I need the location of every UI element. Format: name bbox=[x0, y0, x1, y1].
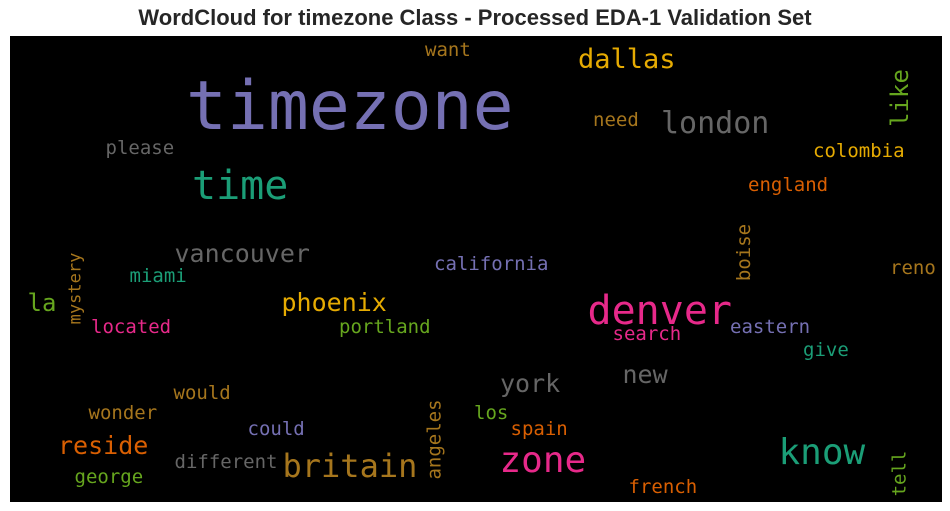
word-spain: spain bbox=[510, 417, 568, 440]
word-portland: portland bbox=[339, 315, 431, 338]
word-dallas: dallas bbox=[578, 43, 676, 75]
word-colombia: colombia bbox=[813, 139, 905, 162]
word-england: england bbox=[748, 173, 829, 196]
word-california: california bbox=[434, 252, 549, 275]
word-los: los bbox=[474, 401, 509, 424]
word-could: could bbox=[247, 417, 305, 440]
word-located: located bbox=[91, 315, 172, 338]
word-la: la bbox=[27, 289, 57, 317]
word-reno: reno bbox=[890, 256, 936, 279]
word-mystery: mystery bbox=[65, 252, 86, 324]
word-denver: denver bbox=[587, 288, 733, 334]
word-boise: boise bbox=[732, 223, 755, 281]
word-miami: miami bbox=[129, 264, 187, 287]
word-new: new bbox=[622, 359, 668, 389]
word-want: want bbox=[425, 38, 471, 61]
word-reside: reside bbox=[58, 430, 149, 460]
word-george: george bbox=[74, 465, 144, 488]
word-please: please bbox=[105, 136, 175, 159]
word-london: london bbox=[661, 106, 770, 141]
word-york: york bbox=[500, 368, 561, 398]
word-timezone: timezone bbox=[186, 67, 514, 146]
word-britain: britain bbox=[282, 447, 418, 485]
word-know: know bbox=[778, 432, 866, 473]
word-need: need bbox=[593, 108, 639, 131]
word-give: give bbox=[803, 338, 849, 361]
word-search: search bbox=[612, 322, 682, 345]
word-like: like bbox=[885, 69, 914, 127]
word-wonder: wonder bbox=[88, 401, 158, 424]
word-tell: tell bbox=[888, 450, 911, 496]
wordcloud-canvas: timezone denver time know zone britain london d… bbox=[10, 36, 942, 502]
word-eastern: eastern bbox=[730, 315, 811, 338]
word-angeles: angeles bbox=[423, 398, 446, 480]
word-french: french bbox=[628, 475, 698, 498]
word-vancouver: vancouver bbox=[174, 238, 310, 268]
word-phoenix: phoenix bbox=[281, 287, 387, 317]
chart-title: WordCloud for timezone Class - Processed… bbox=[138, 5, 812, 30]
word-time: time bbox=[192, 163, 289, 209]
word-different: different bbox=[174, 450, 278, 473]
word-would: would bbox=[173, 381, 231, 404]
word-zone: zone bbox=[499, 440, 587, 481]
